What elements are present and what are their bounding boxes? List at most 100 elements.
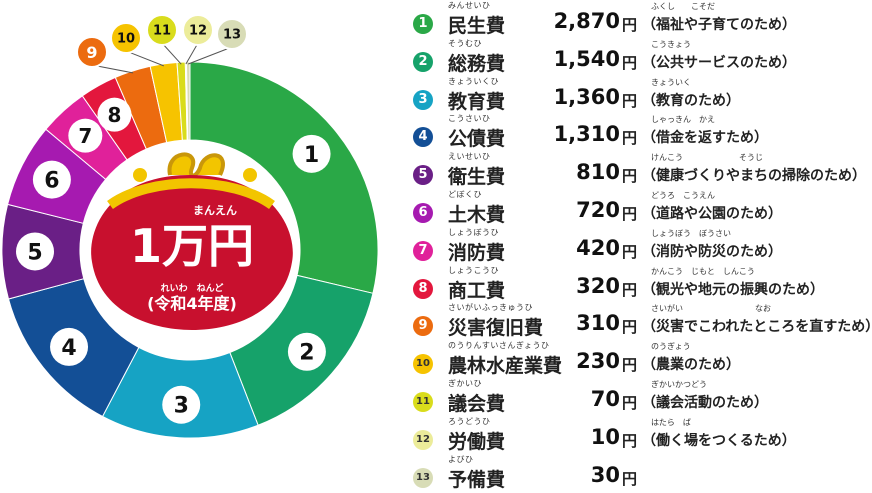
- legend-unit: 円: [622, 91, 638, 110]
- slice-label-13: 13: [223, 28, 241, 43]
- legend-note-ruby: しょうぼう ぼうさい: [651, 228, 731, 238]
- legend-row-6: 6 どぼくひ 土木費 720 円 どうろ こうえん （道路や公園のため）: [411, 189, 872, 227]
- slice-label-circle-3: [162, 385, 201, 424]
- legend-note-ruby: のうぎょう: [651, 342, 691, 352]
- legend-name-ruby: ぎかいひ: [448, 379, 482, 388]
- legend-amount: 420: [576, 235, 620, 260]
- legend-note: （教育のため）: [642, 92, 740, 109]
- leader-line-13: [188, 46, 233, 65]
- legend-name-ruby: きょういくひ: [448, 76, 499, 86]
- slice-label-circle-1: [292, 134, 331, 173]
- slice-label-1: 1: [304, 143, 319, 168]
- legend-note: （道路や公園のため）: [642, 206, 782, 222]
- slice-label-circle-6: [32, 160, 71, 199]
- legend-note-ruby: はたら ば: [651, 417, 691, 427]
- legend-name-ruby: しょうぼうひ: [448, 227, 499, 237]
- legend-unit: 円: [622, 53, 638, 72]
- legend-note: （農業のため）: [642, 357, 740, 374]
- legend-note: （観光や地元の振興のため）: [642, 281, 824, 298]
- legend-note-ruby: しゃっきん かえ: [651, 115, 715, 125]
- legend-amount: 10: [590, 424, 620, 449]
- legend-row-4: 4 こうさいひ 公債費 1,310 円 しゃっきん かえ （借金を返すため）: [411, 113, 872, 151]
- legend-note: （健康づくりやまちの掃除のため）: [642, 168, 866, 185]
- legend-name: 農林水産業費: [448, 355, 563, 378]
- legend-row-3: 3 きょういくひ 教育費 1,360 円 きょういく （教育のため）: [411, 76, 872, 114]
- legend-name: 議会費: [448, 393, 506, 415]
- legend-name: 公債費: [448, 128, 506, 151]
- slice-label-6: 6: [44, 169, 59, 194]
- legend-amount: 2,870: [553, 9, 620, 33]
- legend-row-10: 10 のうりんすいさんぎょうひ農林水産業費 230 円 のうぎょう （農業のため）: [411, 340, 872, 378]
- legend-name-ruby: そうむひ: [448, 38, 482, 48]
- legend-unit: 円: [622, 16, 638, 34]
- slice-label-9: 9: [86, 43, 97, 62]
- purse-clasp-icon: [167, 152, 225, 178]
- slice-label-12: 12: [189, 24, 207, 39]
- legend-row-7: 7 しょうぼうひ 消防費 420 円 しょうぼう ぼうさい （消防や防災のため）: [411, 227, 872, 265]
- legend-number-badge: 2: [413, 51, 433, 72]
- legend-unit: 円: [622, 469, 638, 488]
- slice-label-3: 3: [174, 394, 189, 419]
- legend-name: 商工費: [448, 279, 506, 302]
- legend-number-badge: 11: [413, 392, 433, 412]
- legend-unit: 円: [622, 242, 638, 261]
- legend-note-ruby: ふくし こそだ: [651, 2, 715, 11]
- legend-unit: 円: [622, 356, 638, 375]
- legend-amount: 30: [590, 462, 620, 487]
- legend-note-ruby: さいがい なお: [651, 304, 771, 314]
- slice-label-5: 5: [27, 240, 42, 265]
- legend-name-ruby: のうりんすいさんぎょうひ: [448, 341, 550, 351]
- legend-unit: 円: [622, 167, 638, 186]
- legend-unit: 円: [622, 205, 638, 223]
- legend-unit: 円: [622, 394, 638, 412]
- legend-note: （働く場をつくるため）: [642, 432, 796, 449]
- legend-row-8: 8 しょうこうひ 商工費 320 円 かんこう じもと しんこう （観光や地元の振興のため）: [411, 265, 872, 303]
- legend-name: 民生費: [448, 15, 506, 37]
- legend-note: （災害でこわれたところを直すため）: [642, 319, 872, 336]
- legend-note-ruby: かんこう じもと しんこう: [651, 266, 755, 276]
- slice-label-circle-4: [50, 327, 89, 366]
- slice-label-circle-13: [216, 18, 248, 50]
- slice-label-circle-5: [16, 232, 55, 271]
- legend-name: 衛生費: [448, 166, 506, 189]
- legend-amount: 310: [576, 311, 620, 336]
- slice-label-2: 2: [299, 341, 314, 366]
- legend-name: 総務費: [448, 52, 506, 75]
- legend-note: （借金を返すため）: [642, 130, 768, 147]
- legend-row-13: 13 よびひ 予備費 30 円: [411, 454, 872, 492]
- slice-label-circle-9: [76, 36, 108, 68]
- legend-amount: 720: [576, 198, 620, 222]
- legend-name-ruby: どぼくひ: [448, 190, 482, 199]
- legend-name-ruby: さいがいふっきゅうひ: [448, 303, 533, 313]
- leader-line-12: [185, 42, 199, 65]
- center-subtitle: (令和4年度): [147, 294, 237, 313]
- legend-name: 災害復旧費: [448, 317, 544, 340]
- legend-amount: 70: [590, 387, 620, 411]
- legend-amount: 1,540: [553, 46, 620, 71]
- legend-number-badge: 5: [413, 165, 433, 186]
- slice-label-4: 4: [61, 336, 76, 361]
- legend-unit: 円: [622, 280, 638, 299]
- legend-row-11: 11 ぎかいひ 議会費 70 円 ぎかいかつどう （議会活動のため）: [411, 378, 872, 416]
- purse-body: [91, 175, 293, 330]
- legend-number-badge: 10: [413, 354, 433, 375]
- legend-number-badge: 7: [413, 240, 433, 261]
- legend-unit: 円: [622, 431, 638, 450]
- legend-note: （消防や防災のため）: [642, 243, 782, 260]
- legend-number-badge: 12: [413, 429, 433, 450]
- legend-name-ruby: しょうこうひ: [448, 265, 499, 275]
- slice-label-circle-8: [97, 97, 132, 132]
- center-purse: まんえん 1万円 れいわ ねんど (令和4年度): [91, 152, 293, 330]
- legend-name-ruby: みんせいひ: [448, 1, 491, 10]
- legend-amount: 810: [576, 160, 620, 185]
- center-title-ruby: まんえん: [193, 204, 237, 217]
- legend-unit: 円: [622, 129, 638, 148]
- legend-note: （公共サービスのため）: [642, 54, 796, 71]
- legend-name: 土木費: [448, 204, 506, 226]
- legend-note-ruby: どうろ こうえん: [651, 191, 715, 200]
- legend-name-ruby: えいせいひ: [448, 152, 491, 162]
- legend-row-12: 12 ろうどうひ 労働費 10 円 はたら ば （働く場をつくるため）: [411, 416, 872, 454]
- center-subtitle-ruby: れいわ ねんど: [161, 282, 224, 294]
- legend-amount: 230: [576, 349, 620, 374]
